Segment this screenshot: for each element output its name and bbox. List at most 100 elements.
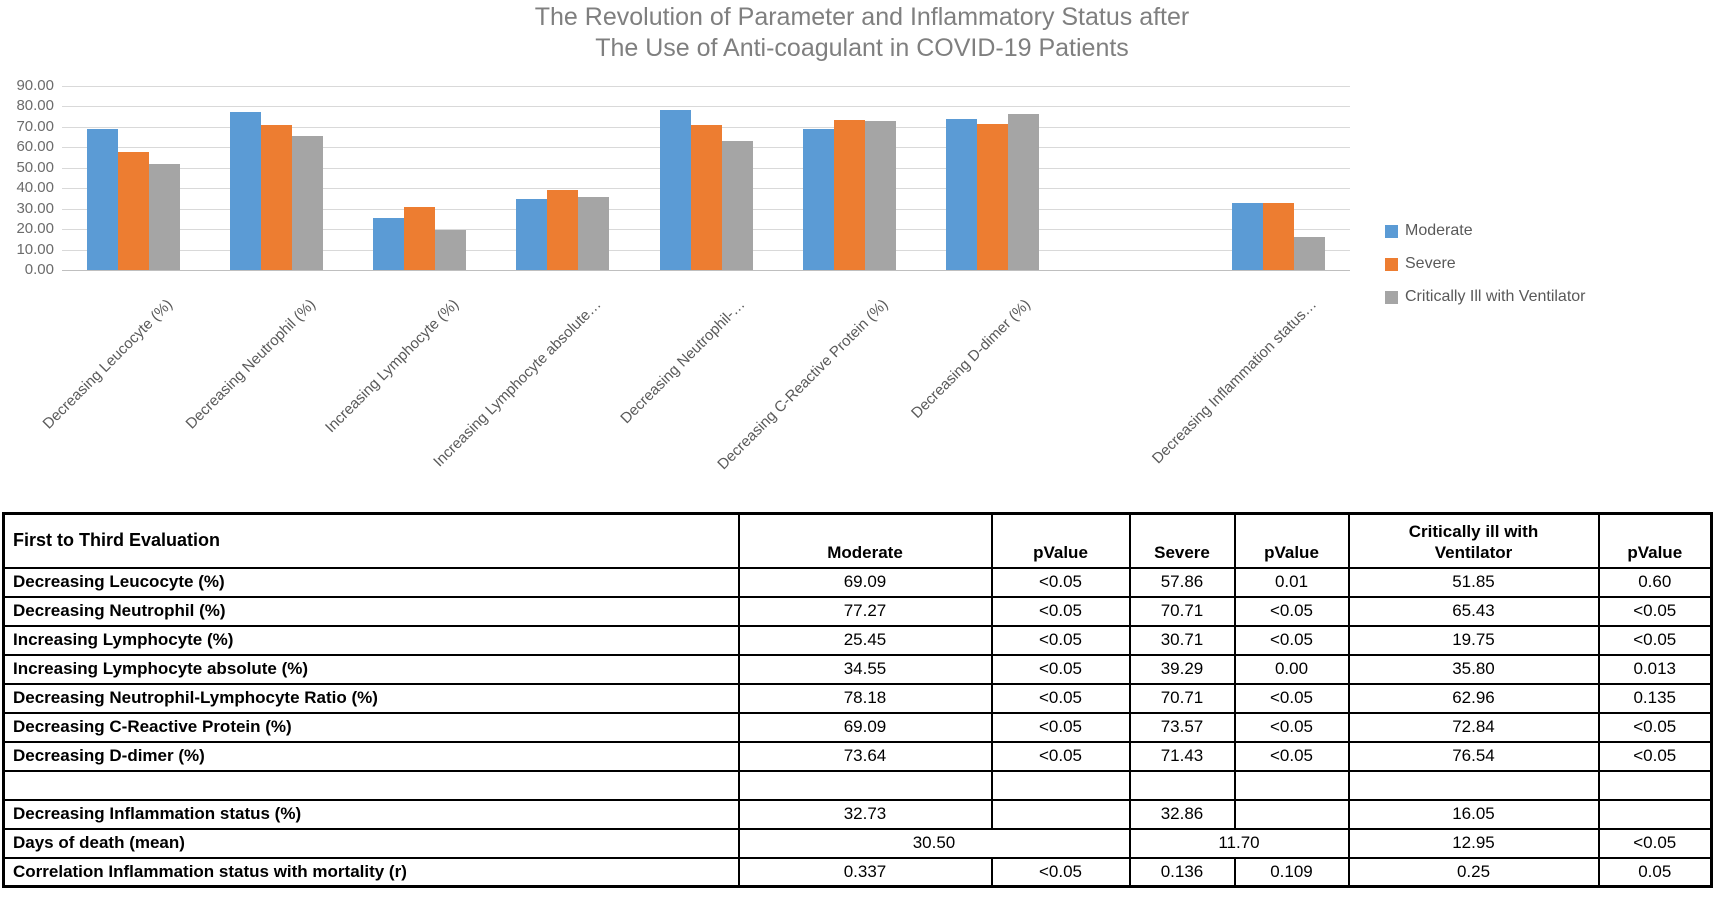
x-axis-category-label: Decreasing Neutrophil (%): [182, 296, 319, 433]
value-cell: [1597, 798, 1713, 830]
table-row: Decreasing Inflammation status (%) 32.73 3…: [2, 798, 1713, 830]
value-cell: [1128, 769, 1236, 801]
row-label-cell: Days of death (mean): [2, 827, 740, 859]
bar-critically-ill-with-ventilator-1: [292, 136, 324, 270]
table-row: Decreasing C-Reactive Protein (%) 69.09 <0…: [2, 711, 1713, 743]
x-axis-category-label: Decreasing C-Reactive Protein (%): [714, 296, 892, 474]
col-header-pvalue-3: pValue: [1597, 512, 1713, 569]
value-cell: <0.05: [1233, 711, 1350, 743]
value-cell: 57.86: [1128, 566, 1236, 598]
col-header-critically-ill-text: Critically ill with Ventilator: [1408, 521, 1539, 562]
value-cell: <0.05: [990, 595, 1131, 627]
bar-severe-4: [690, 125, 722, 270]
bar-severe-1: [261, 125, 293, 270]
value-cell: 69.09: [737, 566, 993, 598]
table-region: First to Third Evaluation Moderate pValu…: [2, 512, 1713, 888]
bar-severe-2: [404, 207, 436, 270]
value-cell: <0.05: [1597, 740, 1713, 772]
y-axis-tick-label: 40.00: [16, 179, 54, 197]
value-cell: <0.05: [990, 711, 1131, 743]
chart-legend: Moderate Severe Critically Ill with Vent…: [1385, 222, 1586, 306]
col-header-pvalue-2: pValue: [1233, 512, 1350, 569]
value-cell: <0.05: [1233, 624, 1350, 656]
table-row: [2, 769, 1713, 801]
legend-item-critically-ill: Critically Ill with Ventilator: [1385, 288, 1586, 306]
value-cell: <0.05: [1233, 682, 1350, 714]
legend-swatch-critically-ill-icon: [1385, 290, 1398, 304]
row-label-cell: Decreasing Neutrophil (%): [2, 595, 740, 627]
evaluation-table: First to Third Evaluation Moderate pValu…: [2, 512, 1713, 888]
legend-label-critically-ill: Critically Ill with Ventilator: [1405, 288, 1586, 305]
row-label-cell: [2, 769, 740, 801]
value-cell: 32.73: [737, 798, 993, 830]
table-row: Decreasing Leucocyte (%) 69.09 <0.05 57.86 0…: [2, 566, 1713, 598]
value-cell: 19.75: [1347, 624, 1600, 656]
y-axis-tick-label: 60.00: [16, 138, 54, 156]
gridline: [62, 106, 1350, 108]
gridline: [62, 270, 1350, 271]
value-cell: <0.05: [990, 740, 1131, 772]
y-axis-tick-label: 70.00: [16, 117, 54, 135]
row-label-cell: Decreasing C-Reactive Protein (%): [2, 711, 740, 743]
bar-moderate-0: [87, 128, 119, 270]
value-cell: <0.05: [1597, 827, 1713, 859]
value-cell: <0.05: [1597, 711, 1713, 743]
value-cell: <0.05: [990, 653, 1131, 685]
value-cell: <0.05: [990, 682, 1131, 714]
legend-item-moderate: Moderate: [1385, 222, 1586, 240]
bar-critically-ill-with-ventilator-6: [1007, 113, 1039, 270]
bar-moderate-8: [1231, 203, 1263, 270]
value-cell: 0.01: [1233, 566, 1350, 598]
value-cell: 77.27: [737, 595, 993, 627]
bar-chart: The Revolution of Parameter and Inflamma…: [16, 3, 1586, 474]
value-cell: 73.64: [737, 740, 993, 772]
y-axis-tick-label: 30.00: [16, 199, 54, 217]
value-cell: 65.43: [1347, 595, 1600, 627]
row-label-cell: Correlation Inflammation status with mor…: [2, 856, 740, 888]
value-cell: [1233, 798, 1350, 830]
value-cell: 0.60: [1597, 566, 1713, 598]
value-cell: [1347, 769, 1600, 801]
value-cell: 71.43: [1128, 740, 1236, 772]
value-cell: 0.013: [1597, 653, 1713, 685]
value-cell: [1233, 769, 1350, 801]
col-header-moderate: Moderate: [737, 512, 993, 569]
table-row: Increasing Lymphocyte (%) 25.45 <0.05 30.71…: [2, 624, 1713, 656]
bar-moderate-1: [230, 112, 262, 270]
value-cell: 30.71: [1128, 624, 1236, 656]
x-axis-category-label: Decreasing Leucocyte (%): [39, 296, 176, 433]
value-cell: 12.95: [1347, 827, 1600, 859]
value-cell: 0.337: [737, 856, 993, 888]
x-axis-category-label: Increasing Lymphocyte absolute…: [430, 296, 605, 471]
legend-swatch-moderate-icon: [1385, 224, 1398, 238]
value-cell: 0.25: [1347, 856, 1600, 888]
bar-moderate-4: [659, 110, 691, 270]
value-cell: 0.135: [1597, 682, 1713, 714]
bar-moderate-3: [516, 199, 548, 270]
value-cell: 25.45: [737, 624, 993, 656]
row-label-cell: Increasing Lymphocyte (%): [2, 624, 740, 656]
bar-critically-ill-with-ventilator-0: [149, 164, 181, 270]
table-row: Increasing Lymphocyte absolute (%) 34.55 <…: [2, 653, 1713, 685]
row-label-cell: Decreasing D-dimer (%): [2, 740, 740, 772]
value-cell: 30.50: [737, 827, 1131, 859]
value-cell: 0.136: [1128, 856, 1236, 888]
bar-severe-3: [547, 189, 579, 270]
value-cell: 0.109: [1233, 856, 1350, 888]
bar-critically-ill-with-ventilator-5: [864, 121, 896, 270]
bar-critically-ill-with-ventilator-4: [721, 141, 753, 270]
chart-title-line1: The Revolution of Parameter and Inflamma…: [534, 3, 1190, 31]
bar-moderate-5: [802, 128, 834, 270]
row-label-cell: Decreasing Neutrophil-Lymphocyte Ratio (…: [2, 682, 740, 714]
gridline: [62, 86, 1350, 87]
value-cell: 76.54: [1347, 740, 1600, 772]
value-cell: [1597, 769, 1713, 801]
legend-label-moderate: Moderate: [1405, 222, 1473, 239]
value-cell: 73.57: [1128, 711, 1236, 743]
col-header-critically-ill: Critically ill with Ventilator: [1347, 512, 1600, 569]
table-row: Correlation Inflammation status with mor…: [2, 856, 1713, 888]
y-axis-tick-label: 80.00: [16, 97, 54, 115]
col-header-pvalue-1: pValue: [990, 512, 1131, 569]
value-cell: 35.80: [1347, 653, 1600, 685]
